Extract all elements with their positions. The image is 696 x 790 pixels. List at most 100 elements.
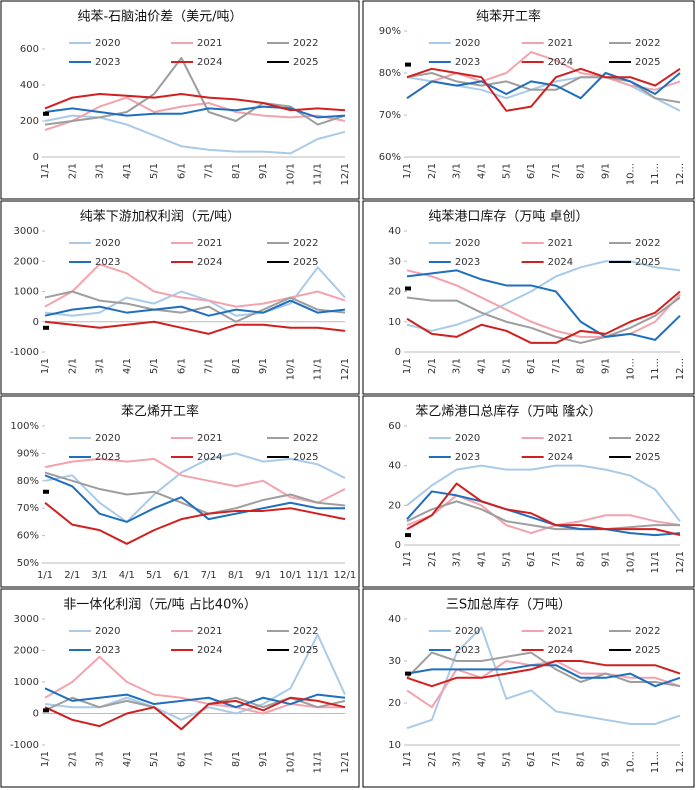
point-marker	[43, 325, 49, 330]
x-tick-label: 4/1	[122, 163, 133, 179]
y-tick-label: 60%	[379, 152, 401, 163]
point-marker	[405, 533, 411, 538]
x-tick-label: 4/1	[476, 358, 487, 374]
x-tick-label: 12/1	[340, 163, 351, 185]
x-tick-label: 6/1	[173, 570, 189, 581]
legend-label: 2021	[197, 626, 222, 637]
legend-label: 2023	[455, 257, 480, 268]
legend-label: 2020	[95, 238, 120, 249]
y-tick-label: -1000	[10, 740, 39, 751]
x-tick-label: 9/1	[258, 163, 269, 179]
x-tick-label: 3/1	[452, 163, 463, 179]
y-tick-label: 1000	[14, 677, 39, 688]
x-tick-label: 4/1	[476, 551, 487, 567]
x-tick-label: 8/1	[231, 163, 242, 179]
x-tick-label: 11...	[650, 751, 661, 773]
legend-label: 2022	[635, 38, 660, 49]
legend-label: 2025	[635, 452, 660, 463]
y-tick-label: 90%	[379, 26, 401, 37]
x-tick-label: 12/1	[334, 570, 356, 581]
panel-border	[362, 588, 695, 788]
y-tick-label: 60	[388, 421, 401, 432]
series-line	[406, 500, 680, 531]
x-tick-label: 11/1	[650, 551, 661, 573]
series-line	[406, 67, 681, 112]
legend-label: 2021	[197, 38, 222, 49]
y-tick-label: 0	[33, 317, 39, 328]
y-tick-label: 10	[388, 740, 401, 751]
x-tick-label: 1/1	[402, 358, 413, 374]
y-tick-label: 1000	[14, 287, 39, 298]
x-tick-label: 3/1	[95, 751, 106, 767]
x-tick-label: 3/1	[452, 358, 463, 374]
legend-label: 2022	[293, 433, 318, 444]
legend-label: 2021	[197, 238, 222, 249]
legend-label: 2025	[635, 57, 660, 68]
x-tick-label: 4/1	[476, 751, 487, 767]
series-line	[406, 482, 681, 537]
y-tick-label: 400	[20, 80, 39, 91]
panel-border	[362, 395, 695, 588]
x-tick-label: 9/1	[601, 751, 612, 767]
y-tick-label: 20	[388, 287, 401, 298]
x-tick-label: 1/1	[402, 751, 413, 767]
panel-border	[362, 200, 695, 395]
x-tick-label: 9/1	[601, 358, 612, 374]
x-tick-label: 9/1	[255, 570, 271, 581]
x-tick-label: 10/1	[279, 570, 301, 581]
y-tick-label: 3000	[14, 226, 39, 237]
legend-label: 2023	[455, 452, 480, 463]
legend-label: 2021	[548, 38, 573, 49]
x-tick-label: 5/1	[501, 751, 512, 767]
legend-label: 2020	[95, 433, 120, 444]
x-tick-label: 8/1	[228, 570, 244, 581]
series-line	[44, 452, 346, 523]
x-tick-label: 9/1	[258, 358, 269, 374]
x-tick-label: 7/1	[201, 570, 217, 581]
series-line	[406, 660, 681, 709]
series-line	[406, 651, 681, 688]
legend-label: 2021	[548, 626, 573, 637]
x-tick-label: 10/1	[285, 163, 296, 185]
y-tick-label: 3000	[14, 614, 39, 625]
legend-label: 2024	[197, 257, 222, 268]
chart-title: 纯苯开工率	[476, 9, 541, 25]
x-tick-label: 6/1	[176, 358, 187, 374]
point-marker	[405, 671, 411, 676]
x-tick-label: 12/1	[340, 358, 351, 380]
legend-label: 2025	[635, 645, 660, 656]
x-tick-label: 10/1	[285, 751, 296, 773]
series-line	[44, 655, 345, 715]
x-tick-label: 7/1	[204, 163, 215, 179]
x-tick-label: 5/1	[146, 570, 162, 581]
chart-title: 纯苯-石脑油价差（美元/吨）	[77, 10, 242, 25]
series-line	[406, 660, 681, 688]
x-tick-label: 8/1	[576, 751, 587, 767]
x-tick-label: 4/1	[122, 751, 133, 767]
y-tick-label: 200	[20, 116, 39, 127]
panel-border	[362, 0, 695, 200]
legend-label: 2022	[635, 626, 660, 637]
x-tick-label: 3/1	[91, 570, 107, 581]
y-tick-label: 60%	[17, 531, 39, 542]
y-tick-label: 0	[395, 540, 401, 551]
x-tick-label: 7/1	[204, 751, 215, 767]
series-line	[406, 72, 681, 104]
series-line	[44, 290, 346, 323]
legend-label: 2020	[455, 626, 480, 637]
x-tick-label: 1/1	[37, 570, 53, 581]
legend-label: 2024	[197, 452, 222, 463]
x-tick-label: 12/1	[675, 551, 686, 573]
legend-label: 2020	[95, 626, 120, 637]
y-tick-label: 70%	[17, 503, 39, 514]
y-tick-label: 40	[388, 226, 401, 237]
chart-title: 非一体化利润（元/吨 占比40%）	[63, 598, 256, 613]
x-tick-label: 10/1	[625, 551, 636, 573]
y-tick-label: 30	[388, 656, 401, 667]
y-tick-label: 0	[33, 709, 39, 720]
x-tick-label: 5/1	[501, 163, 512, 179]
x-tick-label: 2/1	[427, 751, 438, 767]
series-line	[44, 263, 346, 308]
x-tick-label: 10...	[625, 358, 636, 380]
y-tick-label: 100%	[10, 421, 39, 432]
